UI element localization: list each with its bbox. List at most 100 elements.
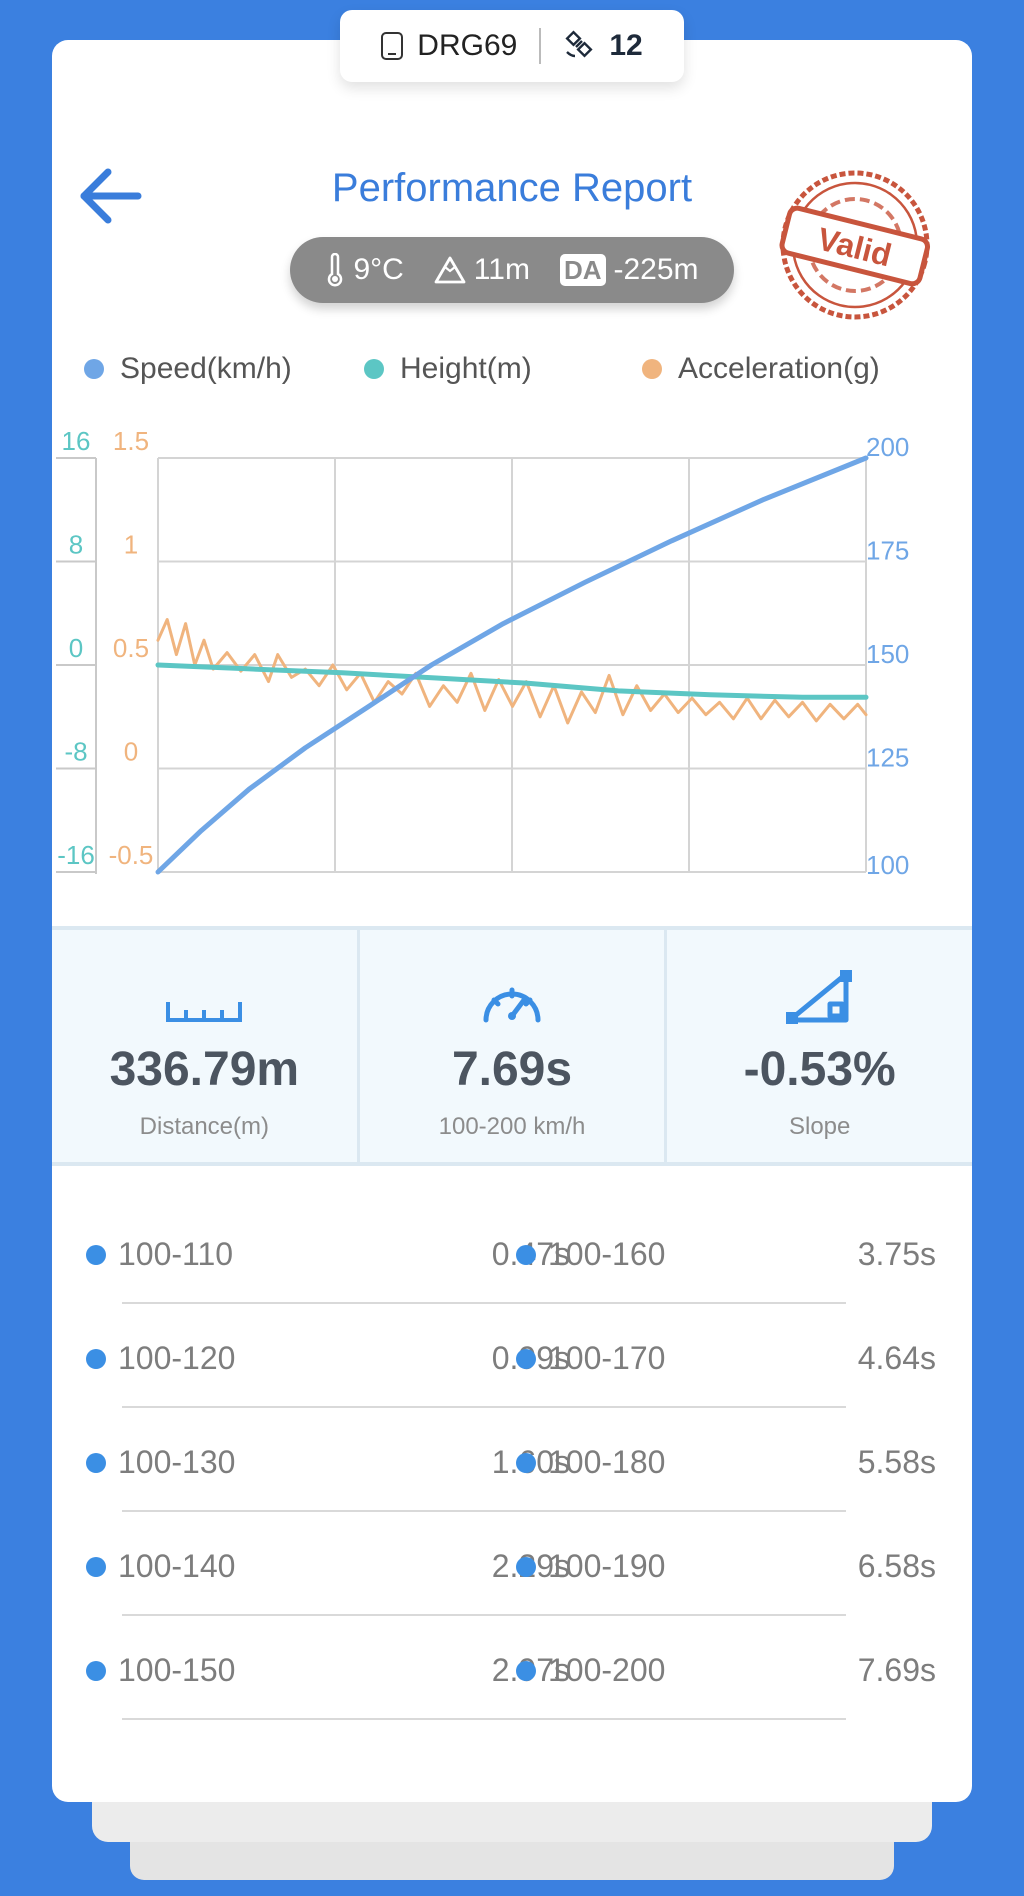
- speed-series-line: [155, 455, 869, 875]
- density-altitude-item: DA -225m: [559, 253, 699, 287]
- speed-tick-label: 100: [866, 850, 909, 880]
- density-altitude-value: -225m: [613, 253, 699, 286]
- height-tick-label: 8: [69, 530, 83, 560]
- split-row: 100-1502.97s100-200 7.69s: [0, 1616, 1024, 1720]
- speed-tick-label: 150: [866, 639, 909, 669]
- legend-speed-dot: [84, 359, 104, 379]
- temperature-item: 9°C: [325, 253, 404, 287]
- conditions-bar: 9°C 11m DA -225m: [290, 237, 734, 303]
- split-row: 100-1100.47s100-160 3.75s: [0, 1200, 1024, 1304]
- time-value: 7.69s: [451, 1043, 573, 1096]
- phone-icon: [381, 32, 404, 60]
- speedometer-icon: [480, 954, 544, 1024]
- stat-distance: 336.79m Distance(m): [52, 930, 360, 1162]
- height-tick-label: 16: [62, 426, 91, 456]
- report-card: [52, 40, 972, 1802]
- legend-height-label: Height(m): [400, 352, 532, 385]
- altitude-value: 11m: [473, 253, 530, 286]
- split-bullet: [516, 1244, 536, 1265]
- split-range: 100-180: [548, 1444, 666, 1480]
- split-bullet: [86, 1660, 106, 1681]
- back-button[interactable]: [78, 166, 144, 226]
- legend-height-dot: [364, 359, 384, 379]
- split-range: 100-170: [548, 1340, 666, 1376]
- height-tick-label: -8: [64, 737, 87, 767]
- speed-tick-label: 175: [866, 536, 909, 566]
- split-range: 100-160: [548, 1236, 666, 1272]
- split-range: 100-110: [118, 1236, 234, 1272]
- acceleration-tick-label: -0.5: [109, 840, 154, 870]
- satellite-icon: [563, 28, 595, 65]
- split-time: 6.58s: [857, 1548, 936, 1584]
- legend-speed-label: Speed(km/h): [120, 352, 292, 385]
- split-time: 5.58s: [857, 1444, 936, 1480]
- split-range: 100-190: [548, 1548, 666, 1584]
- height-tick-label: -16: [57, 840, 95, 870]
- split-time: 7.69s: [857, 1652, 936, 1688]
- split-range: 100-120: [118, 1340, 236, 1376]
- legend-height: Height(m): [364, 352, 532, 386]
- acceleration-tick-label: 0: [124, 737, 138, 767]
- split-bullet: [86, 1556, 106, 1577]
- split-divider: [122, 1614, 846, 1616]
- split-bullet: [516, 1348, 536, 1369]
- mountain-icon: [434, 256, 466, 284]
- acceleration-tick-label: 0.5: [113, 633, 149, 663]
- slope-label: Slope: [788, 1113, 851, 1140]
- ruler-icon: [166, 954, 243, 1024]
- split-bullet: [86, 1452, 106, 1473]
- acceleration-tick-label: 1: [124, 530, 138, 560]
- slope-icon: [784, 954, 856, 1024]
- split-time: 3.75s: [857, 1236, 936, 1272]
- split-item: 100-180 5.58s: [516, 1444, 936, 1481]
- split-row: 100-1402.29s100-190 6.58s: [0, 1512, 1024, 1616]
- split-divider: [122, 1406, 846, 1408]
- legend-acceleration-dot: [642, 359, 662, 379]
- stat-time: 7.69s 100-200 km/h: [360, 930, 668, 1162]
- split-range: 100-130: [118, 1444, 236, 1480]
- split-item: 100-1502.97s: [86, 1652, 570, 1689]
- split-item: 100-200 7.69s: [516, 1652, 936, 1689]
- split-bullet: [516, 1452, 536, 1473]
- split-bullet: [516, 1556, 536, 1577]
- split-item: 100-1100.47s: [86, 1236, 570, 1273]
- time-label: 100-200 km/h: [438, 1113, 586, 1140]
- stat-slope: -0.53% Slope: [667, 930, 972, 1162]
- stats-panel: 336.79m Distance(m) 7.69s 100-200 km/h: [52, 926, 972, 1166]
- split-item: 100-1200.99s: [86, 1340, 570, 1377]
- distance-value: 336.79m: [109, 1043, 300, 1096]
- split-row: 100-1200.99s100-170 4.64s: [0, 1304, 1024, 1408]
- split-item: 100-1402.29s: [86, 1548, 570, 1585]
- split-times-list: 100-1100.47s100-1603.75s100-1200.99s100-…: [0, 1200, 1024, 1720]
- distance-label: Distance(m): [139, 1113, 270, 1140]
- altitude-item: 11m: [434, 253, 530, 287]
- device-name: DRG69: [417, 29, 518, 62]
- chart-legend: Speed(km/h) Height(m) Acceleration(g): [0, 352, 1024, 392]
- legend-acceleration-label: Acceleration(g): [678, 352, 880, 385]
- split-divider: [122, 1302, 846, 1304]
- arrow-left-icon: [80, 168, 142, 224]
- split-time: 4.64s: [857, 1340, 936, 1376]
- split-divider: [122, 1718, 846, 1720]
- split-range: 100-150: [118, 1652, 236, 1688]
- height-series-line: [155, 662, 869, 700]
- legend-acceleration: Acceleration(g): [642, 352, 880, 386]
- split-divider: [122, 1510, 846, 1512]
- satellite-count: 12: [609, 29, 643, 62]
- split-item: 100-160 3.75s: [516, 1236, 936, 1273]
- split-bullet: [86, 1348, 106, 1369]
- da-badge: DA: [559, 254, 606, 286]
- slope-value: -0.53%: [743, 1043, 896, 1096]
- speed-tick-label: 200: [866, 432, 909, 462]
- page-title: Performance Report: [331, 166, 693, 210]
- divider: [539, 28, 542, 64]
- split-range: 100-140: [118, 1548, 236, 1584]
- split-item: 100-170 4.64s: [516, 1340, 936, 1377]
- height-tick-label: 0: [69, 633, 83, 663]
- split-item: 100-190 6.58s: [516, 1548, 936, 1585]
- split-bullet: [86, 1244, 106, 1265]
- device-badge[interactable]: DRG69 12: [340, 10, 684, 82]
- speed-tick-label: 125: [866, 743, 909, 773]
